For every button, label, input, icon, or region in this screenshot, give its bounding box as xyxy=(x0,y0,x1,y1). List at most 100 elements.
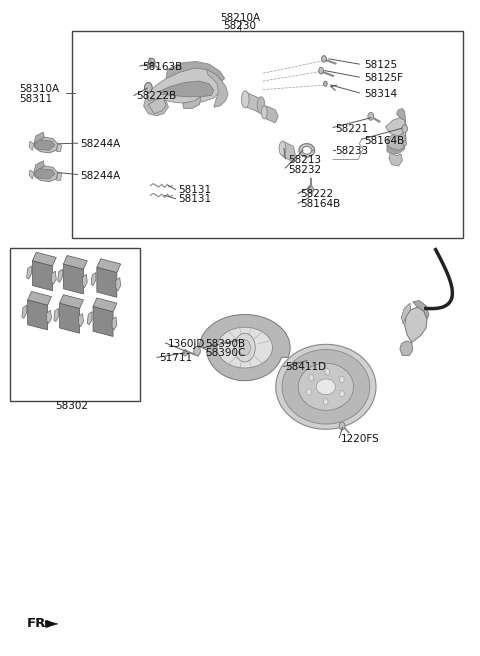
Text: 58390C: 58390C xyxy=(205,348,246,358)
Text: 58222B: 58222B xyxy=(136,91,176,101)
Circle shape xyxy=(368,112,373,120)
Text: 58244A: 58244A xyxy=(80,139,120,149)
Text: 58163B: 58163B xyxy=(142,62,182,72)
Circle shape xyxy=(308,186,313,194)
Polygon shape xyxy=(34,161,44,173)
Polygon shape xyxy=(276,344,376,429)
Polygon shape xyxy=(147,68,222,103)
Text: 58233: 58233 xyxy=(336,146,369,156)
Polygon shape xyxy=(27,266,32,279)
Bar xyxy=(10,249,140,401)
Polygon shape xyxy=(387,145,405,154)
Text: 58221: 58221 xyxy=(336,124,369,134)
Ellipse shape xyxy=(262,106,267,119)
Circle shape xyxy=(402,125,408,133)
Polygon shape xyxy=(57,173,61,180)
Text: 58164B: 58164B xyxy=(364,136,404,146)
Polygon shape xyxy=(34,166,58,182)
Polygon shape xyxy=(166,62,225,81)
Polygon shape xyxy=(405,307,427,342)
Circle shape xyxy=(148,58,155,68)
Text: 58390B: 58390B xyxy=(205,338,246,349)
Text: 51711: 51711 xyxy=(159,353,192,363)
Polygon shape xyxy=(93,298,117,312)
Circle shape xyxy=(339,422,345,430)
Polygon shape xyxy=(93,306,113,337)
Polygon shape xyxy=(401,303,411,324)
Polygon shape xyxy=(29,141,34,150)
Polygon shape xyxy=(28,300,48,330)
Polygon shape xyxy=(47,310,51,323)
Polygon shape xyxy=(63,255,87,269)
Polygon shape xyxy=(79,314,84,327)
Polygon shape xyxy=(400,341,413,356)
Polygon shape xyxy=(144,94,168,115)
Polygon shape xyxy=(148,98,166,113)
Text: 58213: 58213 xyxy=(288,155,321,165)
Polygon shape xyxy=(34,132,44,144)
Polygon shape xyxy=(264,106,278,123)
Circle shape xyxy=(324,81,327,87)
Text: 58131: 58131 xyxy=(178,185,211,195)
Text: 58125: 58125 xyxy=(364,60,397,70)
Polygon shape xyxy=(183,96,201,108)
Polygon shape xyxy=(385,117,406,136)
Polygon shape xyxy=(45,621,58,627)
Circle shape xyxy=(239,340,251,356)
Text: 58244A: 58244A xyxy=(80,171,120,181)
Polygon shape xyxy=(159,81,214,96)
Polygon shape xyxy=(87,312,92,325)
Polygon shape xyxy=(396,108,406,127)
Polygon shape xyxy=(34,140,55,150)
Bar xyxy=(72,31,463,238)
Text: 58125F: 58125F xyxy=(364,73,403,83)
Ellipse shape xyxy=(279,141,286,155)
Text: FR.: FR. xyxy=(27,617,51,630)
Polygon shape xyxy=(282,350,370,424)
Polygon shape xyxy=(60,303,80,333)
Polygon shape xyxy=(217,327,273,368)
Polygon shape xyxy=(91,272,96,285)
Polygon shape xyxy=(200,314,290,380)
Polygon shape xyxy=(28,291,51,305)
Polygon shape xyxy=(116,277,120,291)
Circle shape xyxy=(339,390,344,397)
Polygon shape xyxy=(387,133,406,150)
Polygon shape xyxy=(57,144,61,152)
Circle shape xyxy=(325,369,330,375)
Text: 58411D: 58411D xyxy=(285,362,326,372)
Circle shape xyxy=(309,375,314,381)
Polygon shape xyxy=(298,363,354,410)
Polygon shape xyxy=(34,137,58,153)
Circle shape xyxy=(339,377,344,383)
Text: 1360JD: 1360JD xyxy=(168,338,205,349)
Polygon shape xyxy=(83,274,87,287)
Text: 58310A: 58310A xyxy=(20,84,60,94)
Polygon shape xyxy=(243,93,263,112)
Polygon shape xyxy=(60,295,84,308)
Polygon shape xyxy=(34,169,55,179)
Polygon shape xyxy=(33,252,56,266)
Polygon shape xyxy=(413,300,429,319)
Text: 58131: 58131 xyxy=(178,194,211,204)
Circle shape xyxy=(194,346,200,356)
Polygon shape xyxy=(22,305,27,318)
Text: 1220FS: 1220FS xyxy=(341,434,380,444)
Polygon shape xyxy=(51,271,56,284)
Circle shape xyxy=(319,68,324,74)
Text: 58302: 58302 xyxy=(56,401,88,411)
Polygon shape xyxy=(29,170,34,179)
Circle shape xyxy=(322,56,326,62)
Text: 58210A: 58210A xyxy=(220,12,260,23)
Text: 58314: 58314 xyxy=(364,89,397,99)
Text: 58164B: 58164B xyxy=(300,199,341,209)
Polygon shape xyxy=(206,70,228,107)
Text: 58232: 58232 xyxy=(288,165,321,175)
Polygon shape xyxy=(97,267,117,297)
Circle shape xyxy=(144,83,152,93)
Polygon shape xyxy=(389,153,402,166)
Polygon shape xyxy=(58,269,62,282)
Polygon shape xyxy=(97,258,120,272)
Polygon shape xyxy=(33,260,52,291)
Polygon shape xyxy=(54,308,59,321)
